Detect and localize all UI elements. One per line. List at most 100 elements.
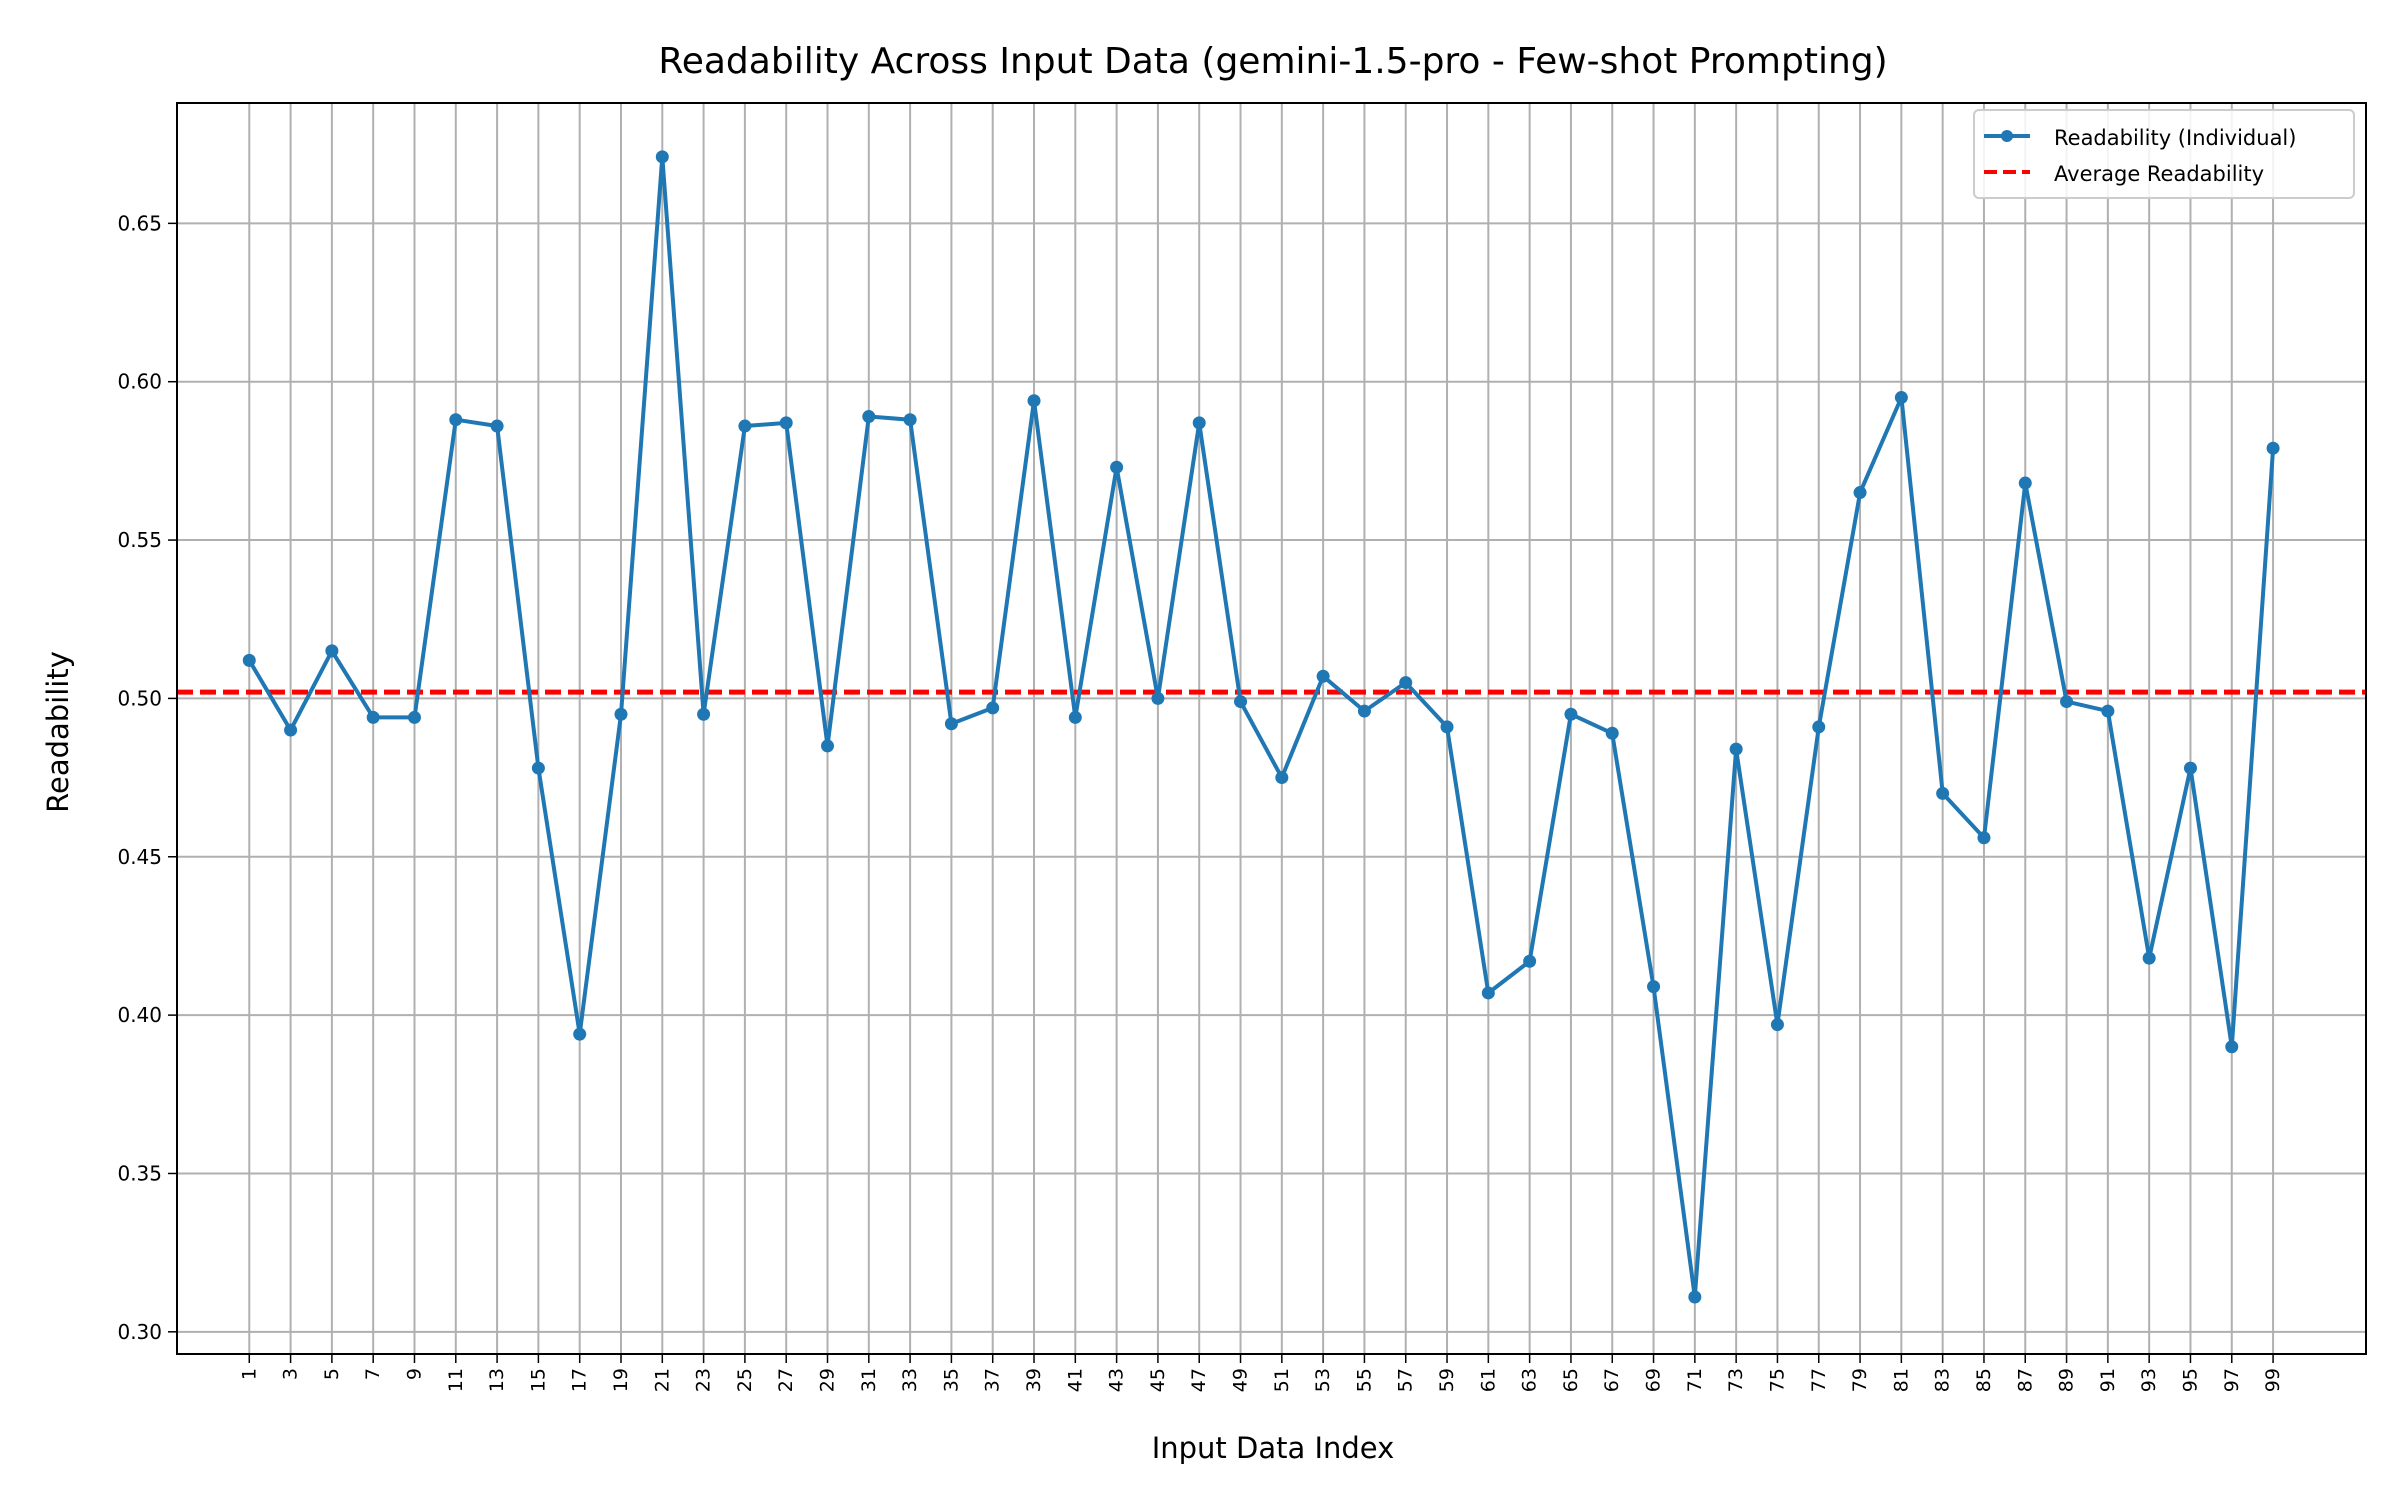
legend: Readability (Individual) Average Readabi… <box>1973 109 2355 199</box>
x-tick-label: 53 <box>1312 1368 1334 1392</box>
x-tick-label: 27 <box>775 1368 797 1392</box>
data-point <box>2018 476 2032 490</box>
data-point <box>903 413 917 427</box>
x-tick-label: 71 <box>1684 1368 1706 1392</box>
x-tick-label: 21 <box>651 1368 673 1392</box>
data-point <box>1151 691 1165 705</box>
data-point <box>1192 416 1206 430</box>
legend-average-label: Average Readability <box>2054 162 2264 186</box>
x-tick-label: 69 <box>1643 1368 1665 1392</box>
x-tick-label: 29 <box>817 1368 839 1392</box>
x-tick-label: 49 <box>1230 1368 1252 1392</box>
x-tick-label: 5 <box>321 1368 343 1380</box>
data-point <box>697 707 711 721</box>
x-tick-label: 3 <box>280 1368 302 1380</box>
x-tick-label: 65 <box>1560 1368 1582 1392</box>
data-point <box>655 150 669 164</box>
data-point <box>1481 986 1495 1000</box>
y-axis-ticks: 0.30 0.35 0.40 0.45 0.50 0.55 0.60 0.65 <box>117 211 177 1344</box>
data-point <box>531 761 545 775</box>
x-tick-label: 45 <box>1147 1368 1169 1392</box>
data-point <box>2101 704 2115 718</box>
y-tick-label: 0.40 <box>117 1003 162 1027</box>
data-point <box>2266 441 2280 455</box>
x-tick-label: 59 <box>1436 1368 1458 1392</box>
x-axis-label: Input Data Index <box>1152 1431 1395 1465</box>
data-point <box>407 710 421 724</box>
data-point <box>821 739 835 753</box>
x-tick-label: 7 <box>362 1368 384 1380</box>
x-tick-label: 43 <box>1106 1368 1128 1392</box>
data-point <box>1234 695 1248 709</box>
x-tick-label: 81 <box>1890 1368 1912 1392</box>
data-point <box>862 410 876 424</box>
data-point <box>242 653 256 667</box>
x-tick-label: 47 <box>1188 1368 1210 1392</box>
x-tick-label: 57 <box>1395 1368 1417 1392</box>
x-tick-label: 75 <box>1766 1368 1788 1392</box>
data-point <box>2142 951 2156 965</box>
x-tick-label: 91 <box>2097 1368 2119 1392</box>
data-point <box>1647 980 1661 994</box>
data-point <box>1275 771 1289 785</box>
data-point <box>1770 1018 1784 1032</box>
x-tick-label: 63 <box>1519 1368 1541 1392</box>
x-tick-label: 31 <box>858 1368 880 1392</box>
legend-box <box>1973 109 2355 199</box>
x-tick-label: 99 <box>2262 1368 2284 1392</box>
plot-frame <box>176 102 2367 1355</box>
data-point <box>2225 1040 2239 1054</box>
data-point <box>1110 460 1124 474</box>
data-point <box>366 710 380 724</box>
y-axis-label: Readability <box>41 651 75 813</box>
data-point <box>779 416 793 430</box>
chart-title: Readability Across Input Data (gemini-1.… <box>658 41 1887 82</box>
legend-series-label: Readability (Individual) <box>2054 126 2296 150</box>
data-point <box>1688 1290 1702 1304</box>
data-point <box>738 419 752 433</box>
x-tick-label: 51 <box>1271 1368 1293 1392</box>
x-tick-label: 33 <box>899 1368 921 1392</box>
legend-series-marker <box>2001 130 2013 142</box>
data-point <box>1812 720 1826 734</box>
x-tick-label: 11 <box>445 1368 467 1392</box>
y-tick-label: 0.50 <box>117 686 162 710</box>
data-point <box>1977 831 1991 845</box>
x-tick-label: 77 <box>1808 1368 1830 1392</box>
x-tick-label: 83 <box>1932 1368 1954 1392</box>
data-point <box>1027 394 1041 408</box>
grid <box>177 103 2366 1354</box>
data-point <box>1564 707 1578 721</box>
data-point <box>944 717 958 731</box>
data-point <box>284 723 298 737</box>
x-tick-label: 97 <box>2221 1368 2243 1392</box>
x-tick-label: 9 <box>403 1368 425 1380</box>
data-point <box>325 644 339 658</box>
x-tick-label: 89 <box>2056 1368 2078 1392</box>
y-tick-label: 0.60 <box>117 370 162 394</box>
x-tick-label: 1 <box>238 1368 260 1380</box>
x-tick-label: 37 <box>982 1368 1004 1392</box>
x-axis-ticks: 1 3 5 7 9 11 13 15 17 19 21 23 25 27 29 31 33 35 37 39 41 43 4… <box>238 1354 2284 1392</box>
x-tick-label: 93 <box>2138 1368 2160 1392</box>
data-point <box>2183 761 2197 775</box>
series-layer <box>242 150 2280 1304</box>
x-tick-label: 85 <box>1973 1368 1995 1392</box>
x-tick-label: 95 <box>2179 1368 2201 1392</box>
y-tick-label: 0.65 <box>117 211 162 235</box>
data-point <box>1936 786 1950 800</box>
data-point <box>1523 954 1537 968</box>
data-point <box>2060 695 2074 709</box>
x-tick-label: 19 <box>610 1368 632 1392</box>
x-tick-label: 61 <box>1477 1368 1499 1392</box>
data-point <box>449 413 463 427</box>
x-tick-label: 23 <box>693 1368 715 1392</box>
y-tick-label: 0.30 <box>117 1320 162 1344</box>
data-point <box>1440 720 1454 734</box>
y-tick-label: 0.35 <box>117 1161 162 1185</box>
data-point <box>1068 710 1082 724</box>
x-tick-label: 55 <box>1353 1368 1375 1392</box>
y-tick-label: 0.55 <box>117 528 162 552</box>
